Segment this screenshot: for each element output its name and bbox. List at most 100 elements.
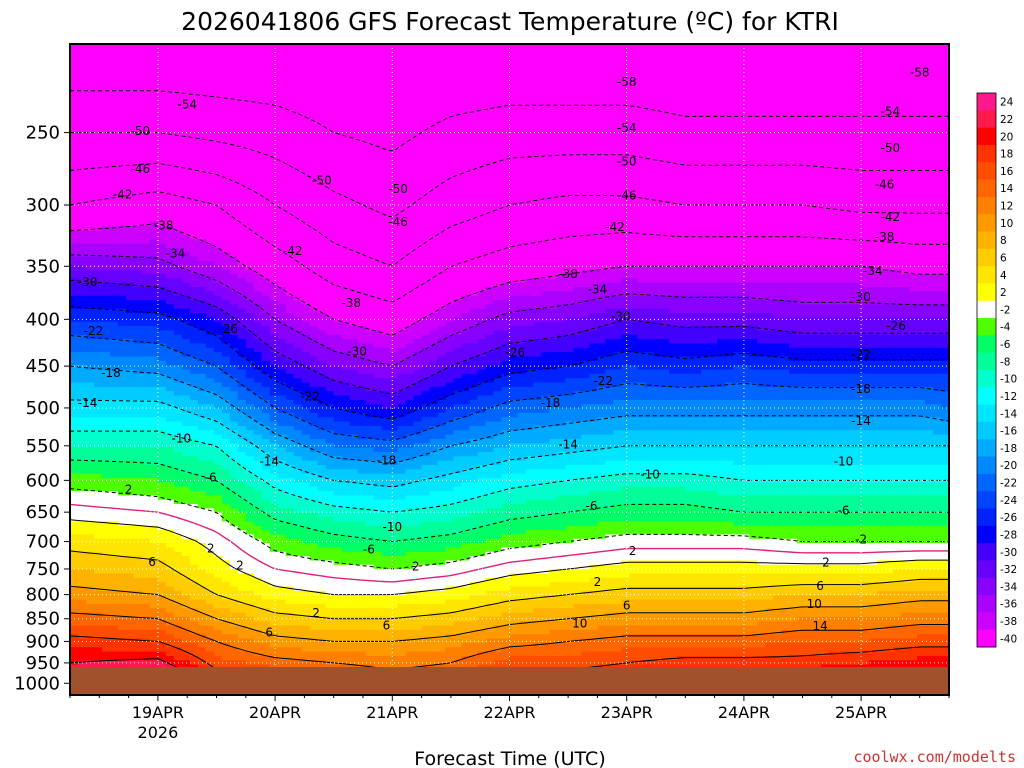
temperature-band-cell — [245, 278, 271, 284]
temperature-band-cell — [245, 464, 263, 470]
temperature-band-cell — [165, 287, 207, 292]
temperature-band-cell — [285, 447, 311, 453]
contour-label: -14 — [558, 437, 578, 451]
temperature-band-cell — [245, 369, 263, 375]
temperature-band-cell — [557, 495, 949, 501]
temperature-band-cell — [405, 399, 439, 405]
temperature-band-cell — [581, 300, 798, 305]
temperature-band-cell — [70, 569, 95, 575]
temperature-band-cell — [605, 460, 734, 466]
temperature-band-cell — [293, 399, 319, 405]
temperature-band-cell — [269, 499, 319, 505]
temperature-band-cell — [373, 373, 399, 379]
temperature-band-cell — [70, 642, 167, 648]
temperature-band-cell — [261, 495, 303, 501]
temperature-band-cell — [309, 447, 375, 453]
temperature-band-cell — [365, 412, 407, 418]
temperature-band-cell — [173, 447, 223, 453]
temperature-band-cell — [365, 326, 407, 332]
temperature-band-cell — [70, 61, 949, 67]
temperature-band-cell — [229, 608, 271, 614]
temperature-band-cell — [229, 469, 247, 475]
y-axis: 2503003504004505005506006507007508008509… — [14, 123, 70, 694]
temperature-band-cell — [70, 356, 159, 362]
temperature-band-cell — [229, 417, 255, 423]
temperature-band-cell — [469, 412, 519, 418]
temperature-band-cell — [501, 599, 622, 605]
temperature-band-cell — [405, 508, 487, 514]
temperature-band-cell — [269, 360, 303, 366]
temperature-band-cell — [317, 473, 447, 479]
x-axis-label: Forecast Time (UTC) — [414, 748, 605, 768]
temperature-band-cell — [341, 365, 423, 371]
temperature-band-cell — [557, 451, 949, 457]
temperature-band-cell — [269, 425, 295, 431]
temperature-band-cell — [70, 321, 119, 327]
temperature-band-cell — [117, 521, 231, 527]
temperature-band-cell — [493, 434, 583, 440]
temperature-band-cell — [293, 508, 375, 514]
contour-label: -30 — [78, 275, 98, 289]
colorbar-swatch — [977, 473, 996, 492]
temperature-band-cell — [285, 369, 319, 375]
temperature-band-cell — [637, 365, 734, 371]
temperature-band-cell — [389, 347, 399, 353]
contour-line — [70, 335, 949, 441]
temperature-band-cell — [501, 373, 591, 379]
temperature-band-cell — [237, 460, 263, 466]
temperature-band-cell — [589, 491, 718, 496]
temperature-band-cell — [301, 360, 327, 366]
temperature-band-cell — [237, 256, 949, 262]
temperature-band-cell — [229, 373, 247, 379]
temperature-band-cell — [301, 430, 335, 436]
temperature-band-cell — [413, 456, 455, 462]
temperature-band-cell — [453, 300, 495, 305]
temperature-band-cell — [629, 573, 949, 579]
temperature-band-cell — [70, 577, 159, 583]
temperature-band-cell — [621, 334, 638, 340]
colorbar-swatch — [977, 508, 996, 527]
temperature-band-cell — [405, 651, 479, 657]
temperature-band-cell — [485, 603, 575, 609]
temperature-band-cell — [70, 573, 135, 579]
contour-label: 14 — [812, 619, 827, 633]
temperature-band-cell — [301, 300, 455, 305]
temperature-band-cell — [325, 330, 383, 336]
credit-link[interactable]: coolwx.com/modelts — [853, 748, 1016, 766]
temperature-band-cell — [917, 655, 949, 661]
colorbar-label: -12 — [1000, 391, 1017, 403]
temperature-band-cell — [397, 447, 439, 453]
colorbar-label: -22 — [1000, 478, 1017, 490]
temperature-band-cell — [405, 412, 439, 418]
temperature-band-cell — [405, 482, 463, 488]
temperature-band-cell — [229, 300, 255, 305]
temperature-band-cell — [70, 57, 949, 62]
temperature-band-cell — [293, 425, 319, 431]
colorbar-swatch — [977, 196, 996, 215]
temperature-band-cell — [205, 586, 239, 592]
temperature-band-cell — [445, 382, 479, 388]
colorbar-label: 4 — [1000, 270, 1007, 282]
temperature-band-cell — [213, 460, 239, 466]
temperature-band-cell — [237, 421, 263, 427]
temperature-band-cell — [133, 573, 183, 579]
temperature-band-cell — [757, 560, 878, 566]
temperature-band-cell — [501, 386, 598, 392]
temperature-band-cell — [261, 395, 287, 401]
temperature-band-cell — [461, 313, 503, 319]
temperature-band-cell — [269, 512, 319, 518]
temperature-band-cell — [221, 464, 247, 470]
temperature-band-cell — [70, 339, 135, 345]
colorbar-label: 12 — [1000, 201, 1013, 213]
temperature-band-cell — [237, 378, 255, 384]
temperature-band-cell — [269, 582, 471, 588]
temperature-band-cell — [205, 373, 231, 379]
contour-label: 6 — [148, 555, 156, 569]
temperature-band-cell — [397, 425, 431, 431]
colorbar-swatch — [977, 629, 996, 648]
temperature-band-cell — [181, 265, 223, 271]
y-tick-label: 750 — [26, 559, 60, 580]
temperature-band-cell — [525, 499, 949, 505]
temperature-band-cell — [237, 599, 287, 605]
temperature-band-cell — [197, 256, 239, 262]
